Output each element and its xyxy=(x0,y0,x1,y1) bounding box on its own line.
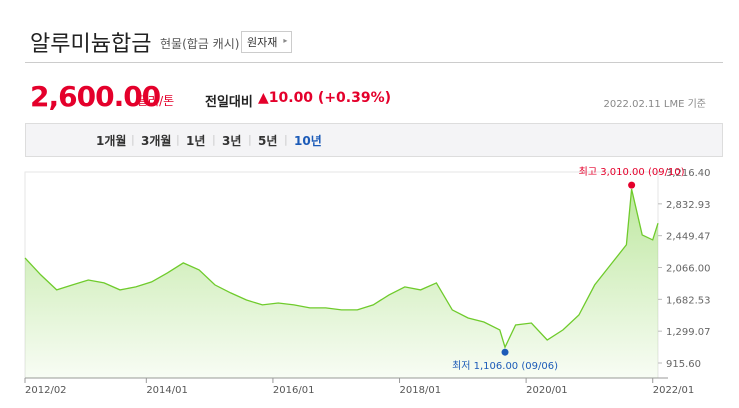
change: ▲10.00 (+0.39%) xyxy=(258,90,392,106)
subtitle: 현물(합금 캐시) xyxy=(160,37,240,51)
x-tick-label: 2016/01 xyxy=(273,385,315,396)
title: 알루미늄합금 xyxy=(30,32,152,57)
separator: | xyxy=(212,133,216,146)
tab[interactable]: 3개월 xyxy=(141,134,172,148)
separator: | xyxy=(284,133,288,146)
area xyxy=(25,189,658,378)
x-tick-label: 2018/01 xyxy=(400,385,442,396)
y-tick-label: 2,066.00 xyxy=(666,264,711,275)
tab[interactable]: 10년 xyxy=(294,134,322,148)
extreme-point xyxy=(501,348,509,356)
separator: | xyxy=(176,133,180,146)
x-tick-label: 2020/01 xyxy=(526,385,568,396)
chart: 915.60 1,299.07 1,682.53 2,066.00 2,449.47 2,… xyxy=(24,166,711,396)
category-button[interactable]: 원자재 ▸ xyxy=(241,31,293,53)
tab-bar: 1개월 | 3개월 | 1년 | 3년 | 5년 | 10년 xyxy=(25,123,723,157)
x-tick-label: 2014/01 xyxy=(146,385,188,396)
extreme-point xyxy=(628,181,636,189)
annotation: 최저 1,106.00 (09/06) xyxy=(452,360,558,372)
separator: | xyxy=(248,133,252,146)
annotation: 최고 3,010.00 (09/10) xyxy=(579,166,685,178)
tab[interactable]: 5년 xyxy=(258,134,278,148)
x-tick-label: 2012/02 xyxy=(25,385,67,396)
price-unit: 달러/톤 xyxy=(137,94,175,108)
separator: | xyxy=(131,133,135,146)
date: 2022.02.11 LME 기준 xyxy=(603,99,706,110)
button-label: 원자재 xyxy=(247,36,278,49)
x-tick-label: 2022/01 xyxy=(653,385,695,396)
tab[interactable]: 1개월 xyxy=(96,134,127,148)
y-tick-label: 2,449.47 xyxy=(666,232,711,243)
divider xyxy=(25,62,723,63)
y-tick-label: 3,216.40 xyxy=(666,168,711,179)
y-tick-label: 1,682.53 xyxy=(666,295,711,306)
y-tick-label: 915.60 xyxy=(666,359,701,370)
tab[interactable]: 3년 xyxy=(222,134,242,148)
price: 2,600.00 xyxy=(30,80,161,113)
y-tick-label: 2,832.93 xyxy=(666,200,711,211)
tab[interactable]: 1년 xyxy=(186,134,206,148)
line xyxy=(24,188,659,349)
y-tick-label: 1,299.07 xyxy=(666,327,711,338)
change-label: 전일대비 xyxy=(205,95,253,110)
